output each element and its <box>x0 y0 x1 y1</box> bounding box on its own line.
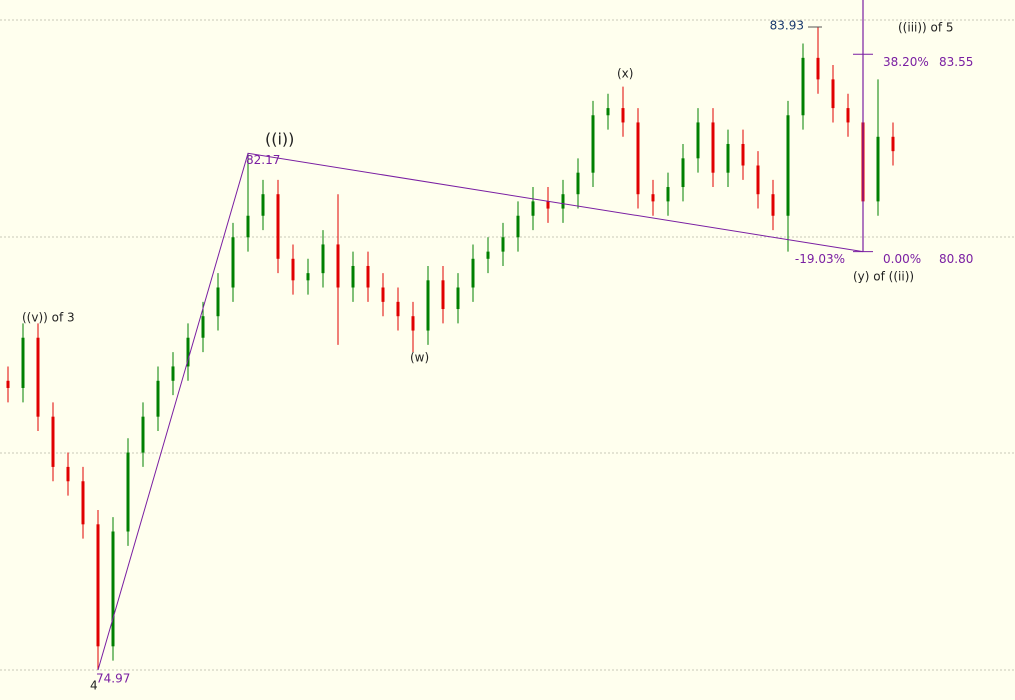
candle-body <box>696 122 700 159</box>
candle-body <box>546 201 550 209</box>
wave-label: (x) <box>617 67 633 81</box>
retracement-label: -19.03% <box>795 252 845 266</box>
wave-label: 4 <box>90 679 98 693</box>
candle-body <box>591 115 595 173</box>
candle-body <box>321 244 325 274</box>
price-label: 83.93 <box>770 19 804 33</box>
candle-body <box>726 143 730 173</box>
candle-body <box>126 452 130 532</box>
fib-price: 80.80 <box>939 252 973 266</box>
wave-label: ((iii)) of 5 <box>898 21 954 35</box>
candle-body <box>486 251 490 259</box>
candle-body <box>216 287 220 317</box>
candle-body <box>81 481 85 525</box>
candle-body <box>621 108 625 123</box>
candle-body <box>291 258 295 281</box>
candle-body <box>276 194 280 259</box>
candle-body <box>351 265 355 288</box>
candle-body <box>111 531 115 647</box>
wave-label: ((v)) of 3 <box>22 311 75 325</box>
candle-body <box>531 201 535 216</box>
pivot-label: 74.97 <box>96 672 130 686</box>
candle-body <box>246 215 250 238</box>
candle-body <box>576 172 580 195</box>
candle-body <box>186 337 190 367</box>
candle-body <box>51 416 55 467</box>
candle-body <box>606 108 610 116</box>
candle-body <box>366 265 370 288</box>
wave-label: (w) <box>410 351 429 365</box>
candle-body <box>816 57 820 80</box>
candle-body <box>891 136 895 152</box>
candle-body <box>651 194 655 202</box>
candle-body <box>426 280 430 331</box>
candle-body <box>201 316 205 338</box>
fib-percent: 0.00% <box>883 252 921 266</box>
candle-body <box>96 524 100 647</box>
candle-body <box>681 158 685 188</box>
candle-body <box>336 244 340 288</box>
candle-body <box>66 466 70 482</box>
candle-body <box>846 108 850 123</box>
candle-body <box>306 273 310 281</box>
candle-body <box>396 301 400 317</box>
candle-body <box>516 215 520 238</box>
candle-body <box>801 57 805 116</box>
candle-body <box>831 79 835 109</box>
candle-body <box>261 194 265 216</box>
candle-body <box>456 287 460 310</box>
fib-percent: 38.20% <box>883 55 929 69</box>
candle-body <box>36 337 40 417</box>
candle-body <box>876 136 880 202</box>
candle-body <box>381 287 385 302</box>
candle-body <box>471 258 475 288</box>
candle-body <box>636 122 640 195</box>
candle-body <box>231 237 235 288</box>
candle-body <box>741 143 745 166</box>
candle-body <box>501 237 505 252</box>
candle-body <box>666 187 670 202</box>
candle-body <box>141 416 145 453</box>
candle-body <box>441 280 445 310</box>
candle-body <box>786 115 790 216</box>
fib-price: 83.55 <box>939 55 973 69</box>
candle-body <box>6 380 10 388</box>
wave-label: (y) of ((ii)) <box>853 270 914 284</box>
pivot-label: 82.17 <box>246 153 280 167</box>
candle-body <box>711 122 715 173</box>
candle-body <box>156 380 160 417</box>
candle-body <box>411 316 415 331</box>
candle-body <box>561 194 565 209</box>
wave-line <box>97 152 864 671</box>
wave-label: ((i)) <box>265 130 294 149</box>
candle-body <box>171 366 175 381</box>
candle-body <box>21 337 25 388</box>
candle-body <box>756 165 760 195</box>
candle-body <box>771 194 775 216</box>
